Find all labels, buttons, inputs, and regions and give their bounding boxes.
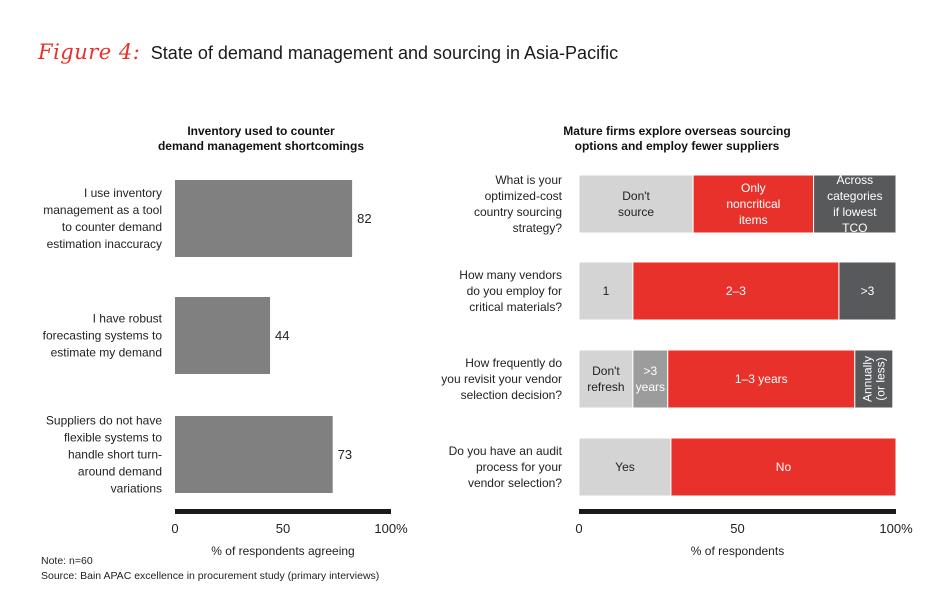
left-chart: Inventory used to counter demand manageme… [43,124,408,558]
segment-label: Across categories if lowest TCO [827,173,882,235]
segment-label: 1–3 years [735,372,788,386]
left-chart-title: Inventory used to counter demand manageme… [158,124,364,153]
segment-label: Don't source [618,189,654,219]
segment-label: Annually(or less) [861,356,888,402]
stacked-segment [632,261,840,321]
question-label: Do you have an audit process for your vend… [449,444,563,490]
stacked-segment [578,349,634,409]
stacked-segment [578,174,694,234]
x-tick-label: 0 [171,521,178,536]
x-tick-label: 50 [730,521,744,536]
segment-label: Yes [615,460,635,474]
figure-title: State of demand management and sourcing … [150,43,619,63]
segment-label: Only noncritical items [726,181,780,227]
x-tick-label: 100% [374,521,408,536]
bar [175,180,353,257]
category-label: Suppliers do not have flexible systems to… [46,414,162,496]
x-axis-label: % of respondents [691,544,784,558]
x-tick-label: 0 [575,521,582,536]
stacked-segment [667,349,856,409]
segment-label: 2–3 [726,284,746,298]
stacked-segment [632,349,669,409]
x-tick-label: 100% [879,521,913,536]
segment-label: >3 years [636,364,665,394]
stacked-segment [692,174,815,234]
data-label: 82 [357,211,371,226]
bar [175,416,333,493]
right-chart-title: Mature firms explore overseas sourcing op… [563,124,790,153]
x-axis-line [175,509,391,514]
stacked-segment [670,437,897,497]
stacked-segment [854,349,894,409]
note-text: Note: n=60 [41,555,93,567]
stacked-segment [813,174,897,234]
figure-header: Figure 4: State of demand management and… [38,40,618,64]
segment-label: No [776,460,792,474]
category-label: I use inventory management as a tool to co… [43,186,162,251]
segment-label: Don't refresh [587,364,624,394]
question-label: How frequently do you revisit your vendor… [441,356,562,402]
right-chart: Mature firms explore overseas sourcing op… [441,124,913,558]
data-label: 44 [275,328,289,343]
source-text: Source: Bain APAC excellence in procurem… [41,570,380,582]
stacked-segment [578,261,634,321]
bar [175,297,271,374]
category-label: I have robust forecasting systems to estim… [43,312,163,360]
question-label: How many vendors do you employ for critica… [459,268,562,314]
x-tick-label: 50 [276,521,290,536]
question-label: What is your optimized-cost country sourci… [474,173,563,235]
segment-label: >3 [861,284,875,298]
figure-label: Figure 4: [38,40,141,64]
stacked-segment [838,261,897,321]
x-axis-line [579,509,896,514]
x-axis-label: % of respondents agreeing [211,544,354,558]
segment-label: 1 [603,284,610,298]
data-label: 73 [338,447,352,462]
